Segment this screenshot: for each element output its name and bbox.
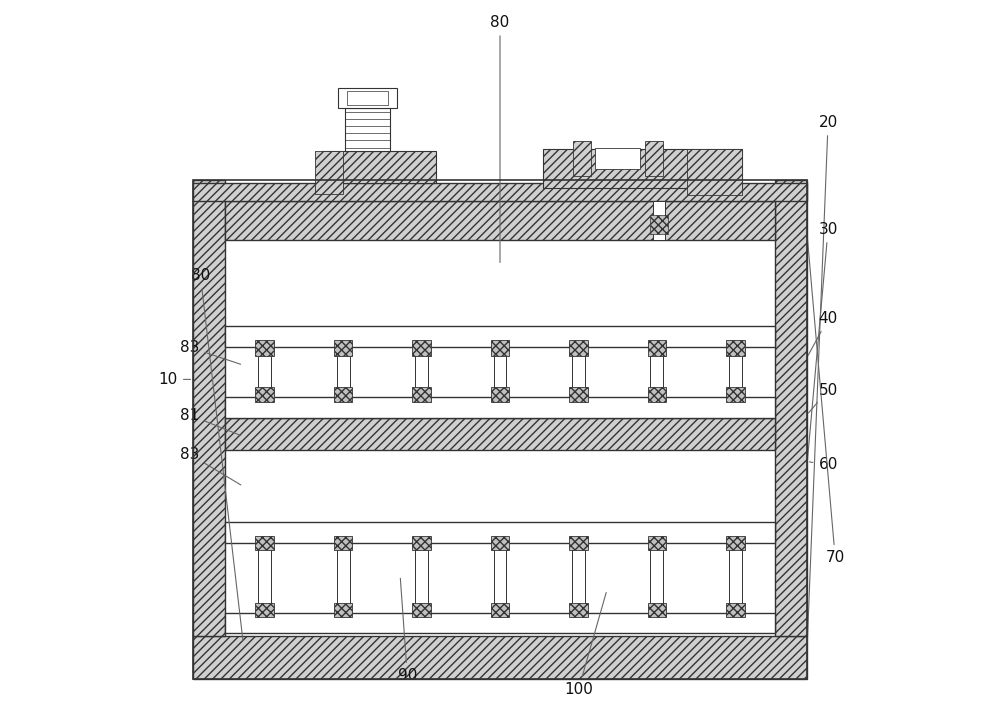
Bar (650, 215, 668, 234)
Bar (225, 613, 775, 633)
Bar (595, 148, 640, 170)
Bar (572, 347, 585, 397)
Bar (729, 543, 742, 613)
Text: 90: 90 (398, 579, 417, 683)
Bar (225, 418, 775, 450)
Bar (569, 603, 588, 617)
Bar (650, 543, 663, 613)
Text: 60: 60 (809, 458, 838, 473)
Bar (337, 347, 350, 397)
Bar (334, 340, 352, 356)
Bar (494, 347, 506, 397)
Bar (726, 387, 745, 402)
Bar (345, 108, 390, 151)
Bar (255, 536, 274, 551)
Bar (415, 543, 428, 613)
Bar (653, 201, 665, 241)
Text: 83: 83 (180, 340, 241, 364)
Bar (225, 522, 775, 543)
Bar (543, 149, 742, 188)
Bar (569, 387, 588, 402)
Text: 40: 40 (808, 311, 838, 356)
Bar (412, 536, 431, 551)
Bar (258, 543, 271, 613)
Bar (572, 543, 585, 613)
Bar (645, 141, 663, 176)
Bar (648, 387, 666, 402)
Bar (347, 92, 388, 105)
Bar (334, 387, 352, 402)
Bar (255, 387, 274, 402)
Bar (650, 347, 663, 397)
Bar (726, 536, 745, 551)
Bar (193, 180, 807, 679)
Bar (315, 151, 343, 194)
Bar (334, 536, 352, 551)
Text: 10: 10 (159, 372, 191, 387)
Bar (338, 88, 397, 108)
Bar (573, 141, 591, 176)
Bar (258, 347, 271, 397)
Bar (225, 397, 775, 418)
Bar (412, 387, 431, 402)
Bar (648, 536, 666, 551)
Bar (415, 347, 428, 397)
Bar (569, 340, 588, 356)
Bar (729, 347, 742, 397)
Bar (225, 326, 775, 347)
Bar (569, 536, 588, 551)
Bar (412, 340, 431, 356)
Bar (726, 340, 745, 356)
Text: 30: 30 (807, 222, 838, 466)
Bar (193, 180, 225, 636)
Text: 20: 20 (807, 115, 838, 654)
Text: 83: 83 (180, 447, 241, 485)
Bar (193, 183, 807, 201)
Text: 70: 70 (807, 233, 845, 565)
Bar (648, 603, 666, 617)
Text: 80: 80 (490, 15, 510, 263)
Text: 81: 81 (180, 407, 241, 435)
Text: 100: 100 (564, 592, 606, 697)
Bar (412, 603, 431, 617)
Bar (334, 603, 352, 617)
Bar (775, 180, 807, 636)
Bar (193, 636, 807, 679)
Text: 80: 80 (191, 268, 243, 641)
Bar (491, 603, 509, 617)
Bar (322, 151, 436, 183)
Bar (255, 340, 274, 356)
Bar (491, 340, 509, 356)
Bar (225, 201, 775, 241)
Bar (687, 149, 742, 195)
Bar (494, 543, 506, 613)
Bar (726, 603, 745, 617)
Bar (255, 603, 274, 617)
Bar (491, 536, 509, 551)
Bar (648, 340, 666, 356)
Bar (337, 543, 350, 613)
Text: 50: 50 (808, 382, 838, 413)
Bar (491, 387, 509, 402)
